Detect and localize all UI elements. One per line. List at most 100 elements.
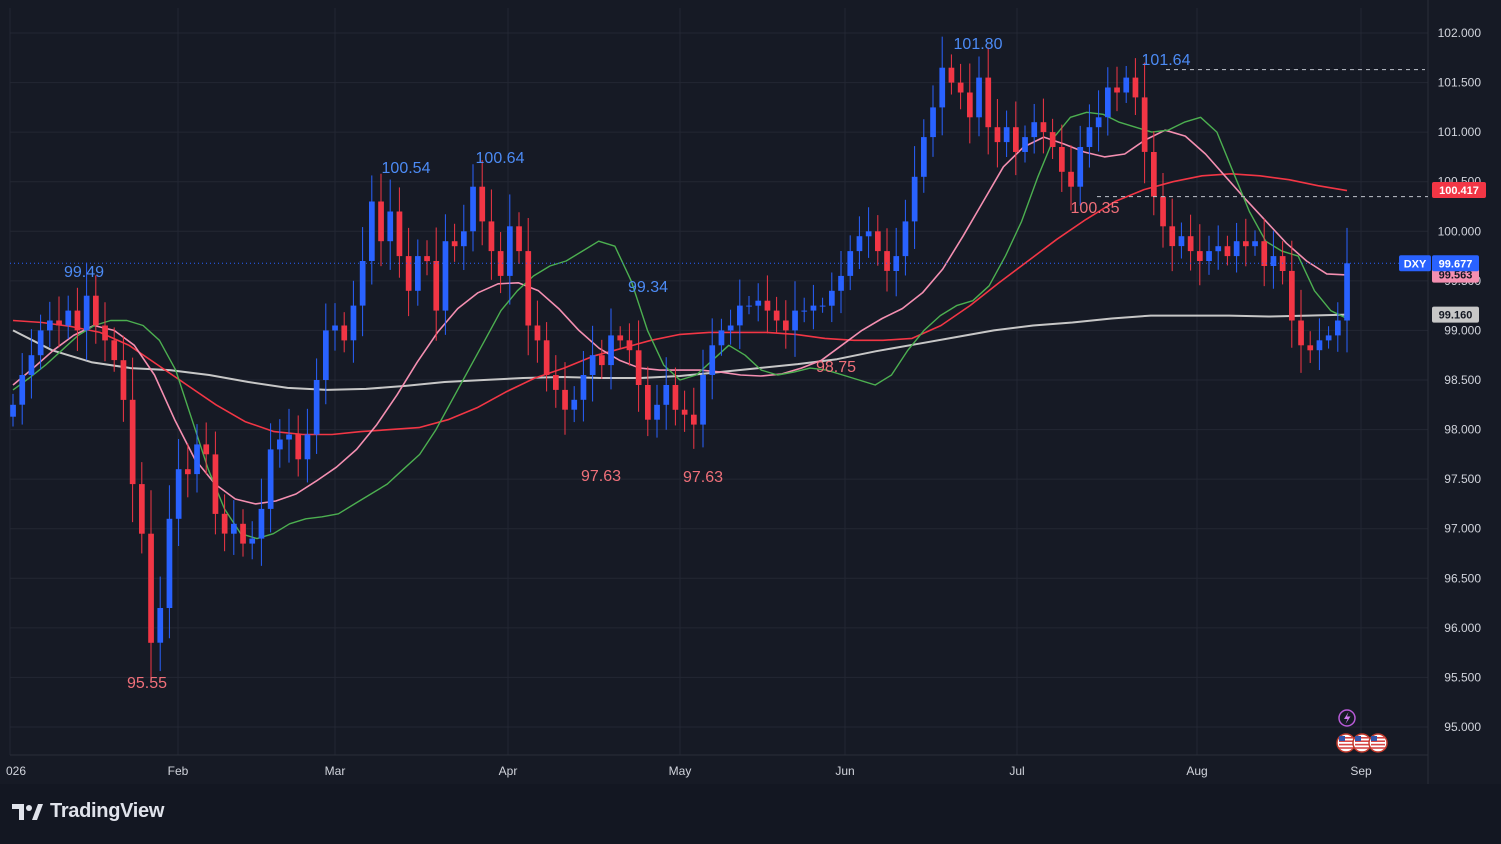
candle-body-36 [341,325,348,341]
candle-body-65 [608,335,614,366]
candle-body-137 [1270,256,1277,266]
candle-body-0 [10,404,16,417]
ma-long-line [12,313,1348,391]
candle-body-54 [507,226,513,276]
candle-body-125 [1160,196,1166,227]
reference-lines [10,69,1428,264]
candle-body-17 [166,518,173,608]
candle-body-47 [442,241,449,311]
flag-stripe-0-1 [1339,740,1353,742]
y-tick-label-6: 98.000 [1444,423,1481,437]
candle-body-49 [461,231,467,247]
annotation-98-75-9: 98.75 [816,359,856,376]
x-tick-label-jul: Jul [1009,764,1024,778]
candle-body-2 [28,355,35,375]
candle-body-141 [1307,345,1314,351]
candle-body-113 [1049,132,1056,147]
candle-body-105 [976,77,982,118]
candle-body-60 [562,389,568,410]
y-tick-label-5: 97.500 [1444,472,1481,486]
y-axis[interactable]: 95.000 95.500 96.000 96.500 97.000 97.500 98.0… [1438,26,1482,734]
ma-slow-line [12,173,1348,436]
candle-body-96 [893,256,900,271]
y-tick-label-2: 96.000 [1444,621,1481,635]
candle-body-100 [930,107,936,138]
candle-body-53 [497,251,504,276]
x-tick-label-apr: Apr [499,764,518,778]
candle-body-86 [801,310,808,312]
tag-symbol-bg [1399,255,1431,272]
candle-body-142 [1316,340,1323,351]
lightning-event-ring [1338,709,1356,727]
candle-body-44 [415,256,421,291]
candle-body-24 [231,523,237,534]
candle-body-13 [129,399,136,485]
candle-body-98 [911,176,918,222]
flag-stripe-2-1 [1371,740,1385,742]
us-flag-event-icon-1 [1352,733,1372,753]
candle-body-78 [727,325,734,331]
event-markers[interactable] [1336,709,1388,753]
candle-body-55 [516,226,522,252]
price-chart[interactable]: 99.49 100.54 100.64 99.34 101.80 101.64 95.55 9… [0,0,1501,784]
annotation-97-63-8: 97.63 [683,469,723,486]
x-axis[interactable]: 026 Feb Mar Apr May Jun Jul Aug Sep [6,764,1372,778]
y-tick-label-13: 101.500 [1438,76,1482,90]
flag-canton-2 [1371,736,1377,741]
candle-body-48 [451,241,458,247]
candle-body-63 [589,355,596,375]
footer-bar [0,784,1501,844]
tag-last-price-text: 99.677 [1439,258,1473,270]
candle-body-84 [783,320,789,331]
x-tick-label-aug: Aug [1186,764,1207,778]
candle-body-124 [1151,152,1157,197]
candle-body-134 [1243,241,1249,247]
tag-grey-ma: 99.160 [1432,306,1479,323]
annotation-100-35-10: 100.35 [1071,200,1120,217]
candle-body-21 [203,444,210,455]
tradingview-logo-icon [12,803,43,820]
candle-body-72 [672,385,679,410]
flag-stripe-1-1 [1355,740,1369,742]
candle-body-109 [1013,127,1019,152]
candle-body-85 [792,310,798,331]
flag-stripe-0-3 [1339,747,1353,749]
candle-body-19 [185,469,191,475]
candle-body-8 [83,295,90,331]
us-flag-event-icon-0 [1336,733,1356,753]
ma-mid-line [12,129,1348,505]
us-flag-event-icon-2 [1368,733,1388,753]
candle-body-12 [120,360,127,400]
candle-body-23 [221,513,228,534]
candle-body-70 [654,404,660,420]
candle-body-26 [249,538,256,544]
candle-body-58 [543,340,550,375]
candle-body-89 [829,290,835,306]
candle-body-14 [139,484,145,534]
candle-body-76 [709,345,716,375]
candle-body-145 [1344,263,1350,321]
candle-body-18 [175,469,182,519]
candle-body-119 [1105,87,1111,118]
flag-stripe-2-2 [1371,743,1385,746]
tag-symbol-text: DXY [1404,258,1427,270]
chart-area[interactable]: 99.49 100.54 100.64 99.34 101.80 101.64 95.55 9… [0,0,1501,784]
candle-body-79 [737,305,743,326]
candle-body-95 [884,251,890,271]
candle-body-40 [378,201,384,242]
flag-canton-0 [1339,736,1345,741]
candle-body-106 [985,77,992,128]
candle-body-33 [313,380,320,435]
annotation-97-63-7: 97.63 [581,468,621,485]
candle-body-4 [47,320,53,331]
flag-stripe-1-0 [1355,737,1369,739]
tag-red-ma: 100.417 [1432,181,1486,198]
candle-body-51 [479,186,486,222]
x-tick-label-feb: Feb [168,764,189,778]
candle-body-3 [37,330,44,356]
tradingview-logo[interactable]: TradingView [12,800,164,823]
flag-stripe-2-0 [1371,737,1385,739]
flag-stripe-2-3 [1371,747,1385,749]
tag-grey-ma-text: 99.160 [1439,310,1473,322]
